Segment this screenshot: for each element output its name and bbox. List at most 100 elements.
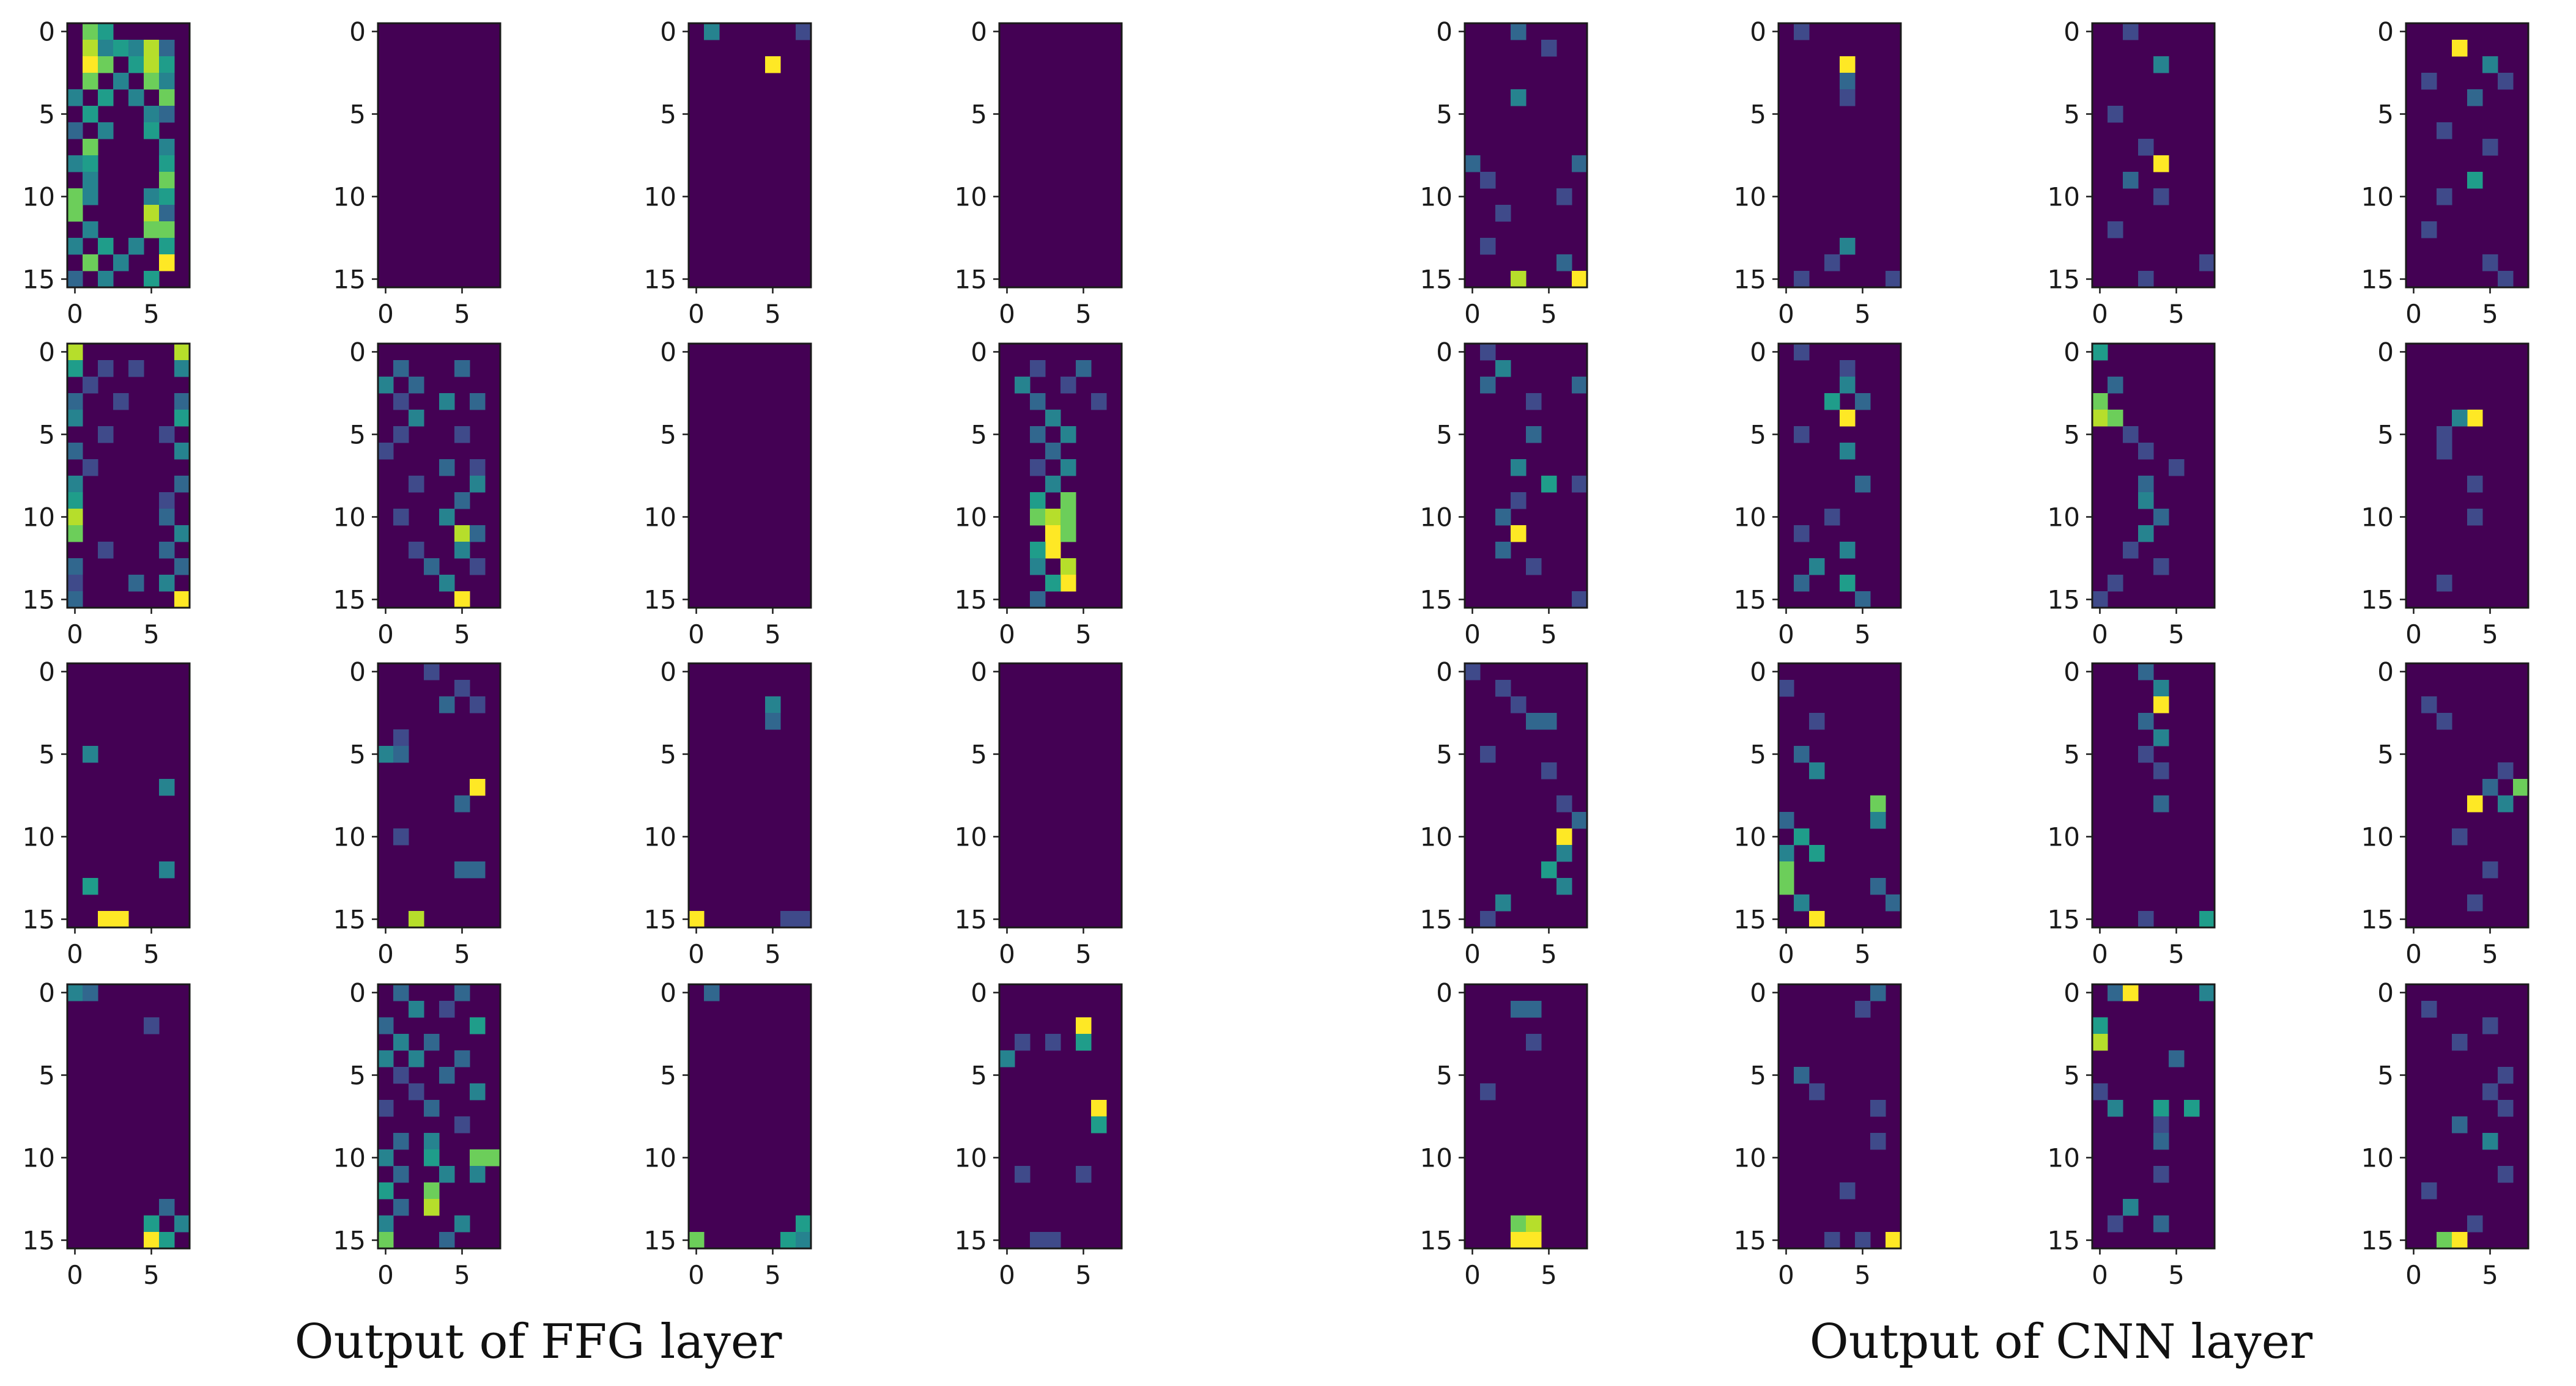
heatmap-cell xyxy=(470,779,486,796)
heatmap-cell xyxy=(1840,410,1856,427)
heatmap-cell xyxy=(1541,476,1557,493)
heatmap-cell xyxy=(67,591,83,608)
heatmap-cell xyxy=(439,1166,455,1183)
heatmap-cell xyxy=(174,443,190,460)
y-tick-label: 0 xyxy=(2063,337,2080,367)
heatmap-cell xyxy=(1076,1017,1092,1034)
heatmap-cell xyxy=(67,509,83,526)
panel-frame xyxy=(1777,662,1902,929)
heatmap-cell xyxy=(1840,360,1856,377)
heatmap-cell xyxy=(1526,393,1542,410)
heatmap-cell xyxy=(470,476,486,493)
heatmap-cell xyxy=(2467,89,2483,106)
heatmap-cell xyxy=(1015,1034,1031,1051)
heatmap-cell xyxy=(2153,729,2169,746)
y-tick-label: 15 xyxy=(955,905,987,935)
heatmap-cell xyxy=(1794,828,1810,846)
heatmap-panel-cnn-r2c2: 0 5 10 15 0 5 xyxy=(1734,337,1902,649)
heatmap-cell xyxy=(67,122,83,139)
heatmap-cell xyxy=(1030,509,1046,526)
y-tick-label: 5 xyxy=(39,1061,55,1091)
heatmap-cell xyxy=(439,1001,455,1018)
heatmap-cell xyxy=(1030,591,1046,608)
heatmap-cell xyxy=(2108,1100,2123,1117)
heatmap-cell xyxy=(689,1232,705,1249)
heatmap-cell xyxy=(2513,779,2529,796)
y-tick-label: 5 xyxy=(971,100,987,130)
heatmap-cell xyxy=(393,1166,409,1183)
heatmap-cell xyxy=(98,89,114,106)
heatmap-panel-cnn-r1c4: 0 5 10 15 0 5 xyxy=(2361,17,2530,329)
heatmap-cell xyxy=(1809,845,1825,862)
y-tick-label: 0 xyxy=(2377,17,2394,47)
heatmap-cell xyxy=(2108,221,2123,238)
x-tick-label: 5 xyxy=(1854,939,1871,969)
heatmap-cell xyxy=(2482,139,2498,156)
heatmap-cell xyxy=(159,238,175,255)
y-tick-label: 5 xyxy=(971,1061,987,1091)
x-tick-label: 0 xyxy=(377,299,394,329)
x-tick-label: 5 xyxy=(2482,939,2498,969)
x-tick-label: 5 xyxy=(143,1260,160,1290)
y-tick-label: 0 xyxy=(2377,657,2394,687)
heatmap-cell xyxy=(159,106,175,123)
y-tick-label: 15 xyxy=(23,1226,55,1256)
heatmap-cell xyxy=(1045,410,1061,427)
heatmap-cell xyxy=(1794,426,1810,443)
heatmap-cell xyxy=(67,89,83,106)
heatmap-cell xyxy=(1809,762,1825,780)
heatmap-cell xyxy=(1045,542,1061,559)
heatmap-cell xyxy=(1526,1001,1542,1018)
x-tick-label: 5 xyxy=(143,299,160,329)
heatmap-cell xyxy=(1572,271,1588,288)
heatmap-panel-ffg-r1c1: 0 5 10 15 0 5 xyxy=(23,17,191,329)
heatmap-cell xyxy=(98,426,114,443)
heatmap-cell xyxy=(159,89,175,106)
heatmap-cell xyxy=(2467,1215,2483,1233)
y-tick-label: 5 xyxy=(39,740,55,770)
heatmap-cell xyxy=(2153,1166,2169,1183)
y-tick-label: 15 xyxy=(2048,905,2080,935)
y-tick-label: 10 xyxy=(644,503,676,533)
y-tick-label: 5 xyxy=(1436,740,1453,770)
heatmap-cell xyxy=(1091,1116,1107,1133)
heatmap-panel-cnn-r4c2: 0 5 10 15 0 5 xyxy=(1734,978,1902,1290)
heatmap-cell xyxy=(2452,410,2468,427)
heatmap-cell xyxy=(378,1215,394,1233)
heatmap-cell xyxy=(67,492,83,509)
heatmap-panel-ffg-r2c3: 0 5 10 15 0 5 xyxy=(644,337,812,649)
heatmap-cell xyxy=(1045,476,1061,493)
heatmap-cell xyxy=(2169,459,2185,476)
heatmap-cell xyxy=(393,1133,409,1150)
y-tick-label: 10 xyxy=(23,1143,55,1173)
x-tick-label: 5 xyxy=(143,939,160,969)
heatmap-cell xyxy=(2498,73,2514,90)
heatmap-cell xyxy=(1060,377,1076,394)
panel-background xyxy=(689,984,811,1248)
heatmap-cell xyxy=(1824,254,1840,271)
y-tick-label: 0 xyxy=(2377,337,2394,367)
y-tick-label: 10 xyxy=(2361,182,2394,212)
y-tick-label: 0 xyxy=(1436,657,1453,687)
heatmap-cell xyxy=(98,360,114,377)
x-tick-label: 0 xyxy=(377,1260,394,1290)
heatmap-cell xyxy=(98,40,114,57)
heatmap-cell xyxy=(2153,762,2169,780)
y-tick-label: 0 xyxy=(1750,978,1766,1008)
y-tick-label: 0 xyxy=(971,337,987,367)
panel-frame xyxy=(1777,22,1902,289)
heatmap-cell xyxy=(2138,443,2154,460)
x-tick-label: 0 xyxy=(2092,939,2108,969)
heatmap-cell xyxy=(1495,509,1511,526)
heatmap-cell xyxy=(1870,812,1886,829)
x-tick-label: 0 xyxy=(2092,619,2108,649)
heatmap-cell xyxy=(393,729,409,746)
panel-background xyxy=(689,663,811,927)
heatmap-cell xyxy=(83,73,98,90)
heatmap-cell xyxy=(174,1215,190,1233)
heatmap-cell xyxy=(2153,696,2169,713)
heatmap-cell xyxy=(1045,575,1061,592)
heatmap-cell xyxy=(2482,779,2498,796)
heatmap-cell xyxy=(159,40,175,57)
heatmap-cell xyxy=(378,443,394,460)
